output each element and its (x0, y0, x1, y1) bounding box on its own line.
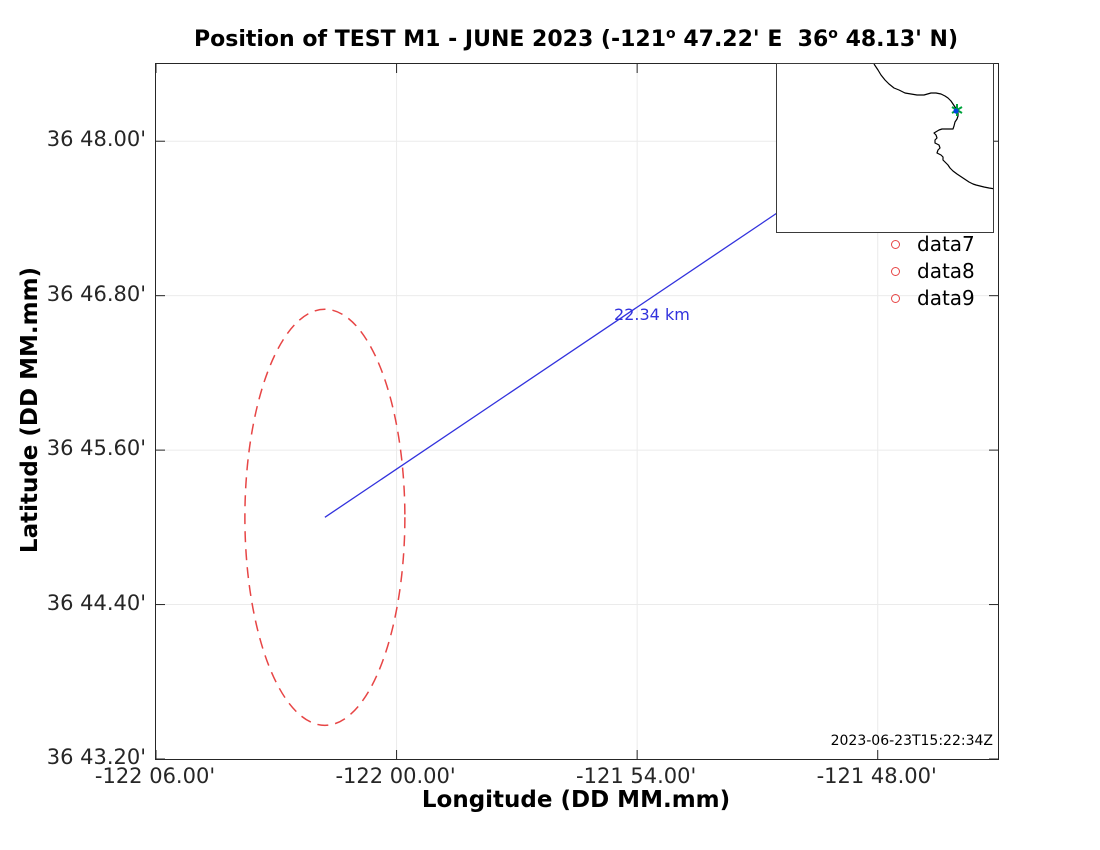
y-tick-label: 36 48.00' (46, 127, 146, 152)
inset-coastline-map (776, 63, 996, 233)
x-tick-label: -122 00.00' (335, 764, 456, 788)
timestamp: 2023-06-23T15:22:34Z (830, 733, 993, 749)
legend-marker-circle-icon (891, 294, 900, 303)
legend-item-data9: data9 (891, 285, 975, 312)
degree-superscript: o (666, 26, 676, 43)
watch-circle-ellipse (244, 308, 406, 727)
y-tick-label: 36 44.40' (46, 590, 146, 615)
y-tick-label: 36 43.20' (46, 745, 146, 769)
y-axis-label: Latitude (DD MM.mm) (17, 266, 43, 554)
coastline-svg (873, 63, 996, 190)
x-tick-label: -121 54.00' (576, 764, 697, 788)
y-tick-label: 36 45.60' (46, 436, 146, 461)
degree-superscript: o (828, 26, 838, 43)
legend-item-data7: data7 (891, 231, 975, 258)
x-axis-label: Longitude (DD MM.mm) (421, 787, 731, 813)
legend-label: data8 (917, 259, 975, 283)
x-tick-label: -122 06.00' (94, 764, 216, 788)
legend-label: data7 (917, 232, 975, 256)
x-tick-label: -121 48.00' (816, 764, 937, 788)
title-text-2: 47.22' E 36 (675, 27, 829, 52)
title-text-3: 48.13' N) (837, 27, 959, 52)
title-text-1: Position of TEST M1 - JUNE 2023 (-121 (193, 27, 667, 52)
legend-marker-circle-icon (891, 267, 900, 276)
plot-title: Position of TEST M1 - JUNE 2023 (-121o 4… (130, 26, 1022, 52)
legend-label: data9 (917, 286, 975, 310)
legend: data7 data8 data9 (891, 231, 975, 312)
plot-svg: 22.34 km (156, 64, 998, 759)
mooring-dot-icon (953, 108, 959, 114)
y-tick-label: 36 46.80' (46, 281, 146, 306)
legend-item-data8: data8 (891, 258, 975, 285)
distance-annotation: 22.34 km (614, 305, 690, 324)
legend-marker-circle-icon (891, 240, 900, 249)
coastline-path (873, 63, 996, 190)
